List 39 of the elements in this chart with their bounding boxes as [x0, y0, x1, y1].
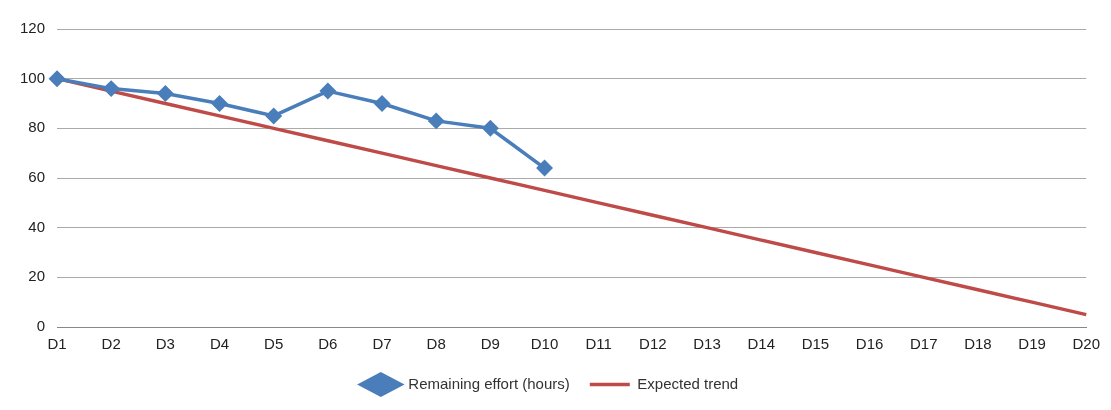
x-tick-label: D20 — [1072, 335, 1101, 353]
point — [211, 95, 228, 112]
x-tick-label: D19 — [1018, 335, 1046, 353]
x-tick-label: D14 — [747, 335, 775, 353]
x-tick-label: D9 — [480, 335, 500, 353]
y-tick-label: 100 — [20, 68, 46, 86]
x-tick-label: D10 — [530, 335, 559, 353]
y-tick-label: 20 — [28, 267, 46, 285]
point — [157, 85, 174, 102]
x-tick-label: D1 — [47, 335, 67, 353]
x-tick-label: D7 — [372, 335, 392, 353]
x-tick-label: D11 — [585, 335, 612, 353]
x-tick-label: D3 — [155, 335, 175, 353]
point — [428, 113, 444, 129]
y-tick-label: 0 — [36, 317, 46, 335]
legend-label: Expected trend — [637, 374, 739, 392]
x-tick-label: D6 — [318, 335, 338, 353]
x-tick-label: D16 — [855, 335, 884, 353]
x-tick-label: D8 — [426, 335, 446, 353]
x-tick-label: D4 — [209, 335, 230, 353]
point — [49, 70, 65, 87]
legend-label: Remaining effort (hours) — [408, 374, 570, 392]
y-tick-label: 60 — [28, 168, 46, 186]
x-tick-label: D18 — [964, 335, 992, 353]
x-tick-label: D17 — [909, 335, 938, 353]
point — [482, 120, 499, 137]
x-tick-label: D12 — [639, 335, 667, 353]
x-tick-label: D5 — [264, 335, 284, 353]
x-tick-label: D2 — [101, 335, 121, 353]
x-tick-label: D13 — [693, 335, 721, 353]
y-tick-label: 80 — [28, 118, 46, 136]
x-tick-label: D15 — [801, 335, 830, 353]
point — [374, 95, 390, 112]
point — [103, 80, 119, 97]
point — [320, 83, 336, 99]
y-tick-label: 40 — [28, 217, 46, 235]
point — [536, 160, 553, 176]
point — [265, 108, 282, 124]
y-tick-label: 120 — [20, 19, 46, 37]
